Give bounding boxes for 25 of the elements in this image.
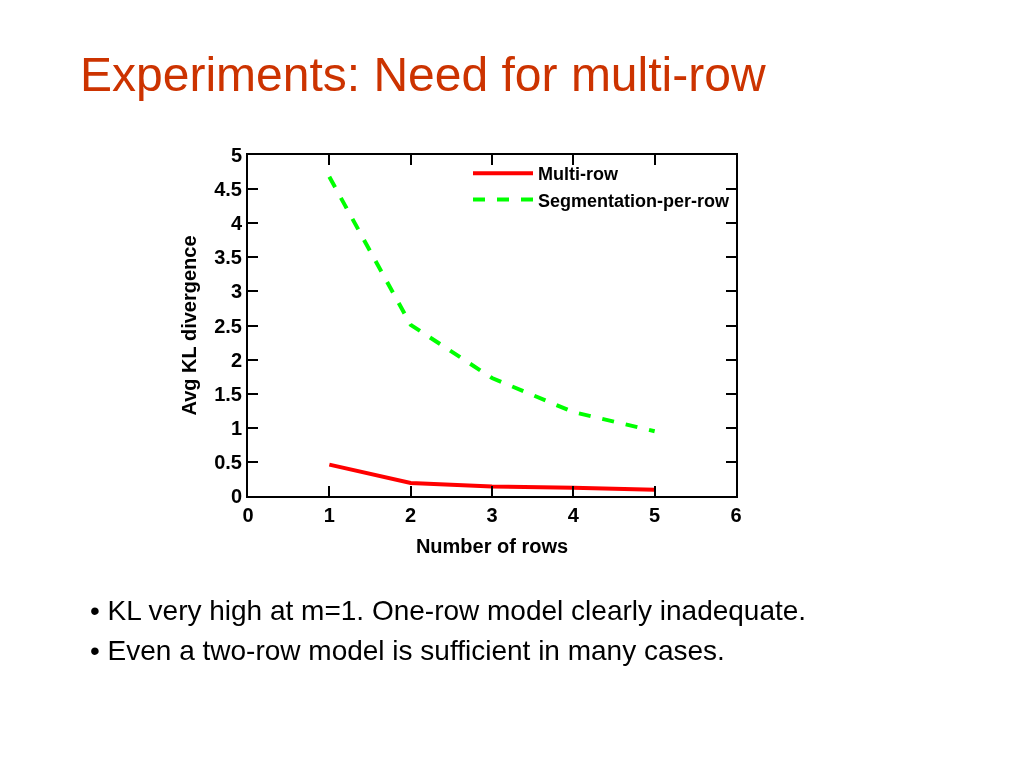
y-tick-label: 5: [230, 144, 242, 166]
y-tick-label: 4: [230, 212, 243, 235]
y-axis-title: Avg KL divergence: [178, 235, 201, 416]
x-tick-label: 2: [405, 504, 417, 526]
y-tick-label: 2.5: [214, 314, 242, 337]
x-tick-label: 5: [649, 504, 661, 526]
y-tick-label: 4.5: [214, 178, 242, 201]
y-tick-label: 2: [230, 348, 242, 371]
x-tick-label: 6: [730, 504, 742, 526]
y-tick-label: 0.5: [214, 450, 242, 473]
text: • Even a two-row model is sufficient in many cases.: [90, 635, 725, 666]
y-tick-label: 0: [230, 485, 242, 507]
x-tick-label: 1: [323, 504, 335, 526]
y-tick-label: 1: [230, 416, 242, 439]
y-tick-label: 1.5: [214, 382, 242, 405]
text: • KL very high at m=1. One-row model clearly inadequate.: [90, 595, 807, 626]
x-tick-label: 4: [567, 504, 580, 526]
line-series: [327, 462, 657, 492]
legend-label: Segmentation-per-row: [538, 190, 731, 211]
legend-label: Multi-row: [538, 164, 619, 185]
y-tick-label: 3: [230, 280, 242, 303]
chart-title: Experiments: Need for multi-row: [80, 48, 766, 102]
x-tick-label: 3: [486, 504, 498, 526]
y-tick-label: 3.5: [214, 246, 242, 269]
x-axis-title: Number of rows: [415, 535, 569, 557]
